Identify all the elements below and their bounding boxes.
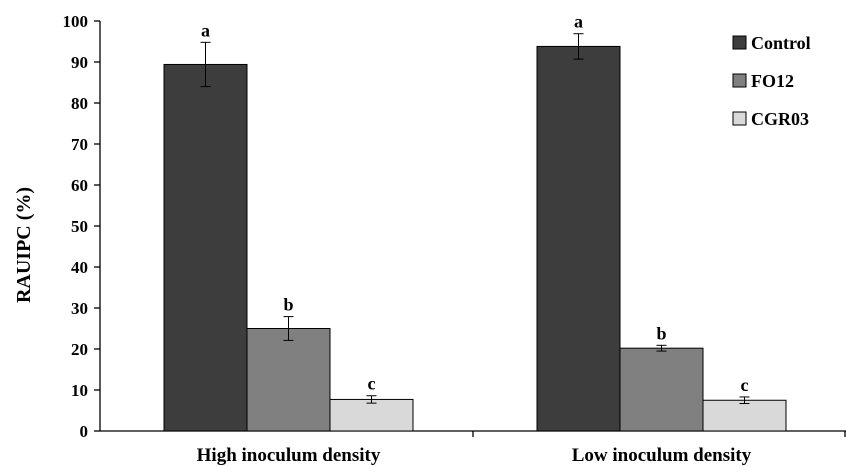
x-category-label: Low inoculum density — [572, 445, 752, 466]
y-tick-label: 10 — [71, 381, 88, 400]
significance-letter: b — [283, 295, 293, 315]
y-axis-label: RAUIPC (%) — [13, 187, 35, 303]
bar-fo12 — [619, 347, 704, 432]
y-tick-label: 40 — [71, 258, 88, 277]
y-tick-label: 90 — [71, 53, 88, 72]
legend-swatch-fo12 — [732, 73, 747, 88]
y-tick-label: 50 — [71, 217, 88, 236]
legend-swatch-cgr03 — [732, 111, 747, 126]
legend-label-cgr03: CGR03 — [751, 109, 809, 129]
legend-label-control: Control — [751, 33, 811, 53]
bar-control — [536, 45, 621, 432]
legend-label-fo12: FO12 — [751, 71, 794, 91]
significance-letter: a — [201, 20, 210, 40]
bar-control — [163, 63, 248, 432]
y-axis: 0 10 20 30 40 50 60 70 80 90 100 — [63, 12, 101, 441]
bars: a b c a b c — [163, 12, 787, 432]
y-tick-label: 20 — [71, 340, 88, 359]
y-tick-label: 100 — [63, 12, 89, 31]
y-tick-label: 30 — [71, 299, 88, 318]
y-tick-label: 60 — [71, 176, 88, 195]
y-tick-label: 80 — [71, 94, 88, 113]
x-axis: High inoculum density Low inoculum densit… — [100, 430, 846, 466]
bar-cgr03 — [702, 399, 787, 432]
bar-fo12 — [246, 328, 331, 432]
legend: Control FO12 CGR03 — [732, 33, 811, 129]
significance-letter: c — [741, 375, 749, 395]
y-tick-label: 0 — [80, 422, 89, 441]
significance-letter: b — [656, 323, 666, 343]
y-tick-label: 70 — [71, 135, 88, 154]
x-category-label: High inoculum density — [197, 445, 381, 466]
bar-cgr03 — [329, 398, 414, 432]
significance-letter: a — [574, 12, 583, 32]
significance-letter: c — [368, 374, 376, 394]
legend-swatch-control — [732, 35, 747, 50]
